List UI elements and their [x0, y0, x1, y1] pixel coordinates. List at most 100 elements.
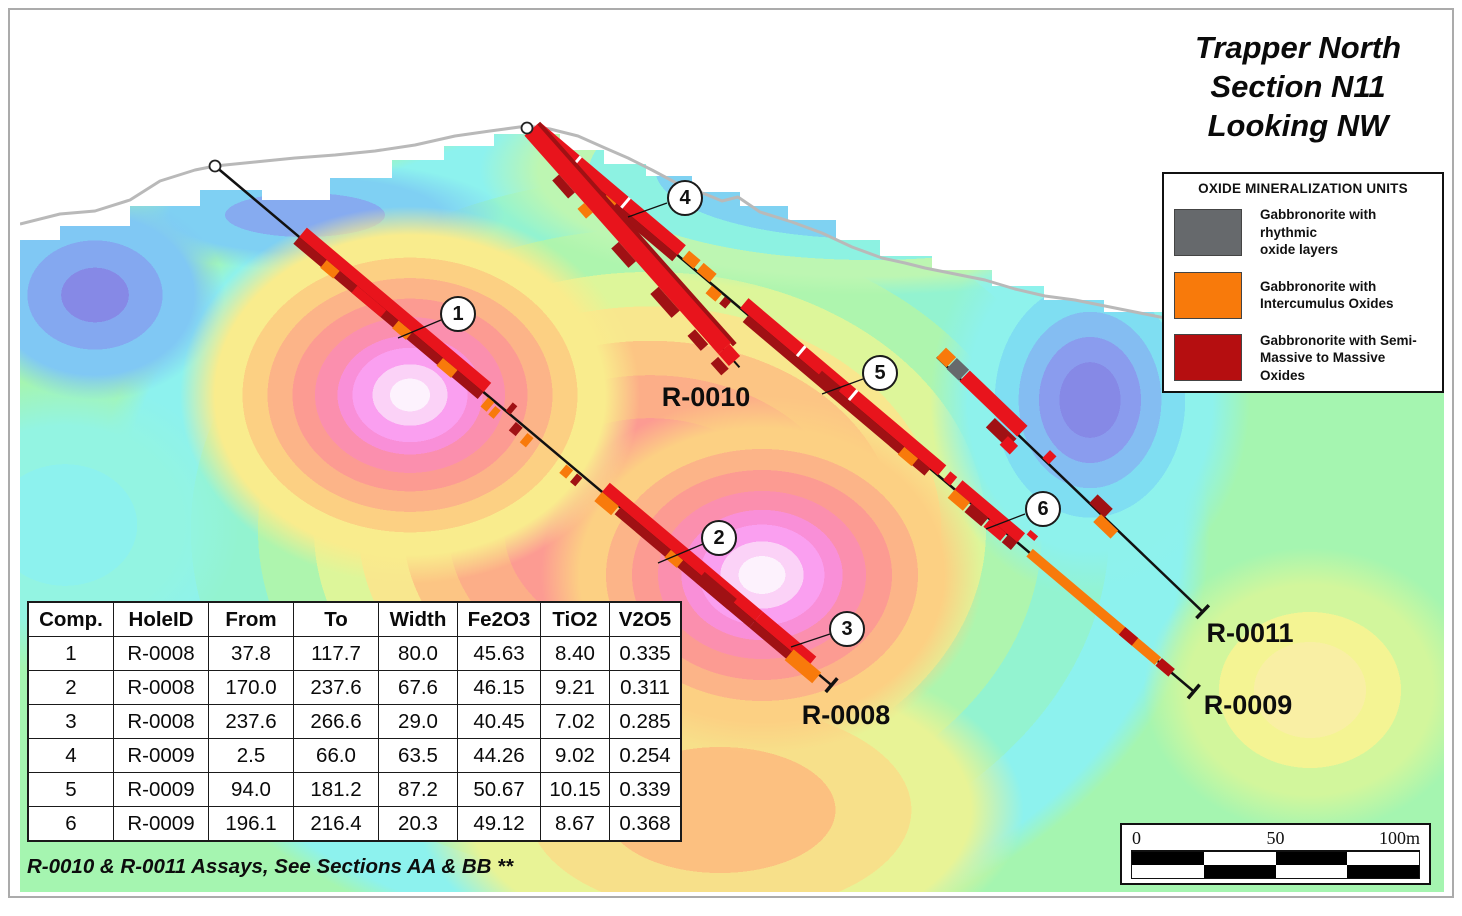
col-header-width: Width [378, 601, 458, 637]
table-row: 6 R-0009 196.1 216.4 20.3 49.12 8.67 0.368 [27, 806, 682, 842]
cell: 266.6 [293, 704, 379, 739]
leader-2 [657, 543, 704, 564]
legend-label-line: Gabbronorite with rhythmic [1260, 207, 1377, 240]
label-r0010: R-0010 [661, 382, 751, 412]
label-r0011: R-0011 [1206, 618, 1294, 648]
cell: 8.67 [540, 806, 610, 842]
legend-item-intercumulus: Gabbronorite with Intercumulus Oxides [1174, 271, 1432, 319]
cell: R-0008 [113, 636, 209, 671]
title-line-1: Trapper North [1194, 30, 1402, 65]
cell: 37.8 [208, 636, 294, 671]
drillhole-r0011 [936, 347, 1211, 620]
cell: 0.311 [609, 670, 682, 705]
label-r0008: R-0008 [801, 700, 891, 730]
scale-bar: 0 50 100m [1120, 823, 1431, 885]
cell: 216.4 [293, 806, 379, 842]
cell: 0.368 [609, 806, 682, 842]
cell: 3 [27, 704, 114, 739]
topography-line [20, 124, 1444, 352]
scale-bar-labels: 0 50 100m [1131, 828, 1420, 851]
cell: 10.15 [540, 772, 610, 807]
assay-table: Comp. HoleID From To Width Fe2O3 TiO2 V2… [27, 601, 682, 842]
cell: 181.2 [293, 772, 379, 807]
section-vector-layer [20, 10, 1444, 700]
cell: 0.285 [609, 704, 682, 739]
cell: 9.02 [540, 738, 610, 773]
cell: 67.6 [378, 670, 458, 705]
legend: OXIDE MINERALIZATION UNITS Gabbronorite … [1162, 172, 1444, 393]
callout-4: 4 [667, 180, 703, 216]
col-header-comp: Comp. [27, 601, 114, 637]
assay-table-header-row: Comp. HoleID From To Width Fe2O3 TiO2 V2… [27, 601, 682, 637]
table-row: 2 R-0008 170.0 237.6 67.6 46.15 9.21 0.311 [27, 670, 682, 705]
leader-3 [790, 633, 831, 648]
table-row: 3 R-0008 237.6 266.6 29.0 40.45 7.02 0.285 [27, 704, 682, 739]
legend-swatch-gray [1174, 208, 1242, 256]
legend-label: Gabbronorite with Semi- Massive to Massi… [1260, 332, 1432, 385]
legend-label-line: Intercumulus Oxides [1260, 296, 1394, 311]
cell: 50.67 [457, 772, 541, 807]
col-header-from: From [208, 601, 294, 637]
scale-cell [1347, 865, 1419, 878]
scale-cell [1275, 852, 1348, 865]
cell: 0.254 [609, 738, 682, 773]
cell: 46.15 [457, 670, 541, 705]
callout-6: 6 [1025, 491, 1061, 527]
legend-label-line: oxide layers [1260, 242, 1339, 257]
cell: 2 [27, 670, 114, 705]
legend-label-line: Gabbronorite with [1260, 278, 1377, 294]
callout-5: 5 [862, 355, 898, 391]
scale-cell [1203, 852, 1276, 865]
cell: 40.45 [457, 704, 541, 739]
col-header-holeid: HoleID [113, 601, 209, 637]
legend-label-line: Massive to Massive Oxides [1260, 350, 1386, 383]
assay-footnote: R-0010 & R-0011 Assays, See Sections AA … [27, 855, 514, 878]
page-frame: 1 2 3 4 5 6 R-0010 R-0008 R-0011 R-0009 … [8, 8, 1454, 898]
label-r0009: R-0009 [1203, 690, 1293, 720]
cell: 4 [27, 738, 114, 773]
callout-1: 1 [440, 296, 476, 332]
cell: R-0008 [113, 704, 209, 739]
cell: 5 [27, 772, 114, 807]
scale-cell [1132, 852, 1204, 865]
callout-3: 3 [829, 611, 865, 647]
scale-cell [1203, 865, 1276, 878]
cell: 0.335 [609, 636, 682, 671]
cell: 170.0 [208, 670, 294, 705]
cell: 1 [27, 636, 114, 671]
cell: 94.0 [208, 772, 294, 807]
cross-section-map: 1 2 3 4 5 6 R-0010 R-0008 R-0011 R-0009 … [20, 10, 1444, 892]
collar-symbol-r0009-r0010 [520, 121, 534, 135]
cell: 237.6 [208, 704, 294, 739]
cell: R-0008 [113, 670, 209, 705]
cell: R-0009 [113, 738, 209, 773]
drillhole-r0010 [524, 121, 741, 376]
cell: R-0009 [113, 772, 209, 807]
legend-label-line: Gabbronorite with Semi- [1260, 332, 1417, 348]
cell: 87.2 [378, 772, 458, 807]
cell: 117.7 [293, 636, 379, 671]
leader-1 [397, 319, 442, 339]
cell: 63.5 [378, 738, 458, 773]
leader-5 [821, 378, 864, 395]
cell: 44.26 [457, 738, 541, 773]
cell: 80.0 [378, 636, 458, 671]
cell: 8.40 [540, 636, 610, 671]
cell: 237.6 [293, 670, 379, 705]
legend-label: Gabbronorite with rhythmic oxide layers [1260, 206, 1432, 259]
legend-swatch-orange [1174, 271, 1242, 319]
legend-title: OXIDE MINERALIZATION UNITS [1198, 181, 1408, 196]
scale-label-100m: 100m [1378, 828, 1420, 848]
col-header-v2o5: V2O5 [609, 601, 682, 637]
legend-swatch-red [1174, 334, 1242, 382]
section-title: Trapper North Section N11 Looking NW [1120, 28, 1452, 145]
cell: 45.63 [457, 636, 541, 671]
table-row: 1 R-0008 37.8 117.7 80.0 45.63 8.40 0.335 [27, 636, 682, 671]
col-header-to: To [293, 601, 379, 637]
cell: 0.339 [609, 772, 682, 807]
cell: R-0009 [113, 806, 209, 842]
drillhole-r0008 [214, 165, 839, 694]
col-header-fe2o3: Fe2O3 [457, 601, 541, 637]
scale-bar-checker [1131, 851, 1420, 879]
